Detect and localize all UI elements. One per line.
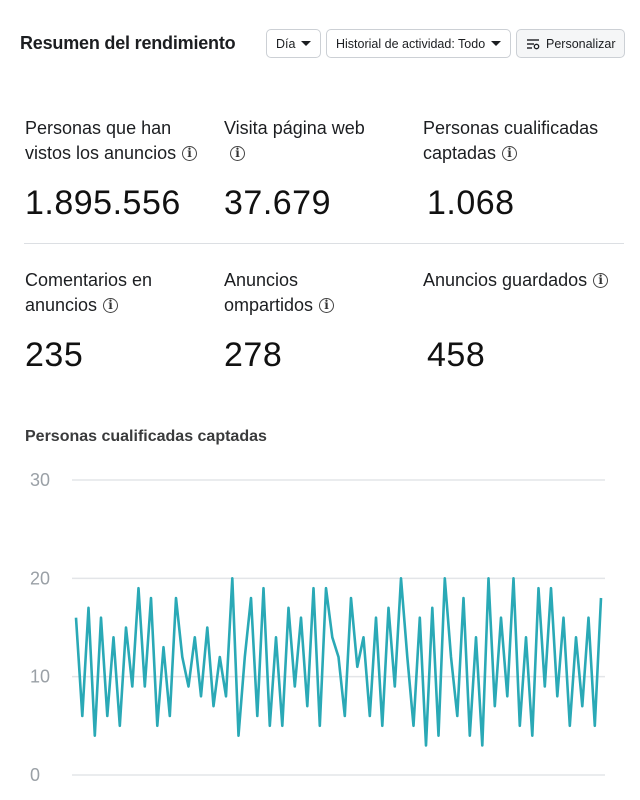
metric-qualified-leads: Personas cualificadas captadas i 1.068 (423, 116, 623, 222)
metric-label: Anuncios ompartidos i (224, 268, 339, 318)
metric-label: Personas cualificadas captadas i (423, 118, 599, 163)
header: Resumen del rendimiento Día Historial de… (0, 0, 640, 90)
metric-value: 37.679 (224, 184, 331, 222)
metric-label: Personas que han vistos los anuncios i (25, 116, 215, 166)
sliders-icon (527, 39, 540, 50)
chevron-down-icon (301, 41, 312, 46)
customize-button[interactable]: Personalizar (516, 29, 626, 58)
info-icon[interactable]: i (103, 298, 119, 313)
activity-history-dropdown[interactable]: Historial de actividad: Todo (326, 29, 512, 58)
info-icon[interactable]: i (182, 146, 198, 161)
page-title: Resumen del rendimiento (20, 33, 236, 53)
chart-title: Personas cualificadas captadas (25, 428, 267, 445)
metric-value: 1.895.556 (25, 184, 181, 222)
y-tick-label: 20 (30, 568, 50, 588)
info-icon[interactable]: i (593, 273, 609, 288)
metric-website-visits: Visita página webi 37.679 (224, 116, 384, 222)
metric-people-reached: Personas que han vistos los anuncios i 1.… (25, 116, 215, 222)
customize-label: Personalizar (546, 36, 616, 51)
info-icon[interactable]: i (502, 146, 518, 161)
day-dropdown[interactable]: Día (266, 29, 322, 58)
metric-ad-saves: Anuncios guardados i 458 (423, 268, 623, 374)
info-icon[interactable]: i (230, 146, 245, 161)
metric-label: Visita página webi (224, 118, 365, 161)
y-tick-label: 0 (30, 765, 40, 785)
metric-ad-comments: Comentarios en anuncios i 235 (25, 268, 195, 374)
day-dropdown-label: Día (276, 36, 296, 51)
metric-value: 235 (25, 336, 84, 374)
series-line[interactable] (74, 577, 603, 747)
activity-history-label: Historial de actividad: Todo (336, 36, 486, 51)
metric-ad-shares: Anuncios ompartidos i 278 (224, 268, 339, 374)
metric-label: Anuncios guardados i (423, 268, 623, 293)
metric-label: Comentarios en anuncios i (25, 270, 153, 315)
info-icon[interactable]: i (319, 298, 335, 313)
metric-value: 278 (224, 336, 283, 374)
line-chart: 0 10 20 30 (30, 470, 605, 785)
divider (24, 243, 624, 244)
y-tick-label: 30 (30, 470, 50, 490)
chevron-down-icon (491, 41, 502, 46)
metric-value: 458 (427, 336, 486, 374)
y-tick-label: 10 (30, 667, 50, 687)
metric-value: 1.068 (427, 184, 515, 222)
